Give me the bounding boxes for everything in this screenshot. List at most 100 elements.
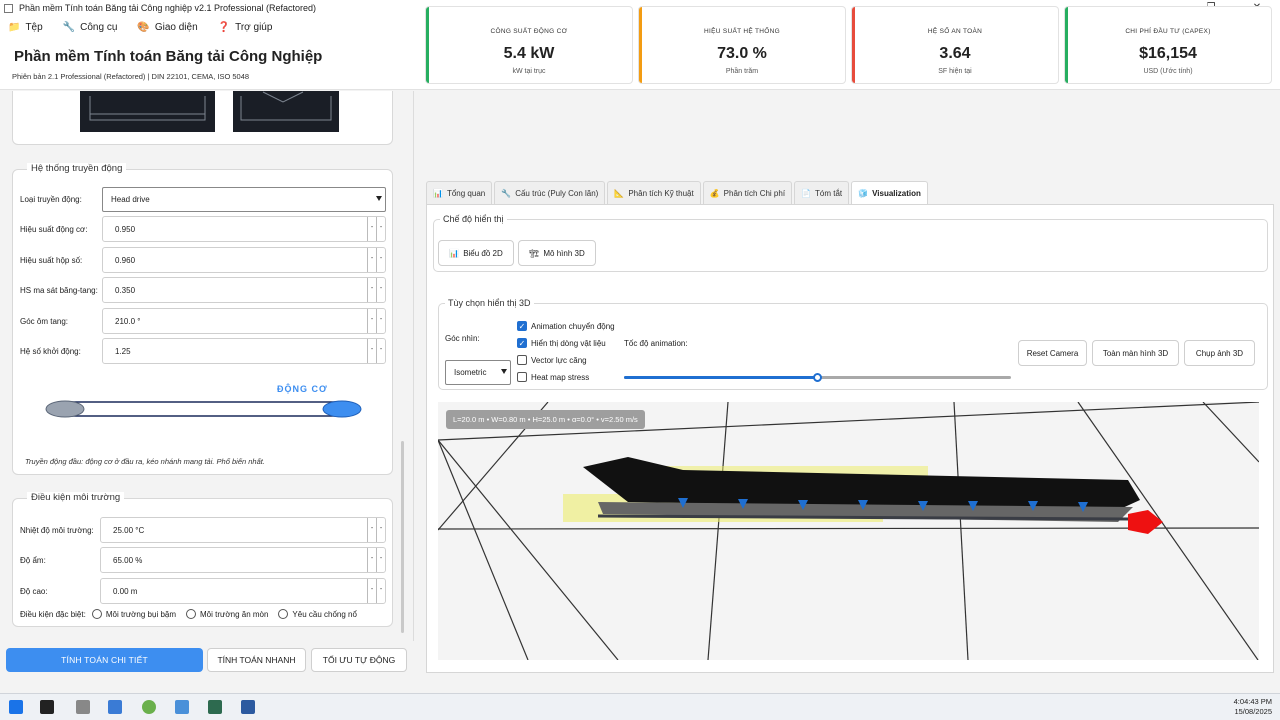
start-factor-input[interactable]: 1.25 - - xyxy=(102,338,386,364)
menu-label: Công cụ xyxy=(80,21,118,33)
visualization-panel: Chế độ hiển thị 📊 Biểu đồ 2D 🏗 Mô hình 3D … xyxy=(426,204,1274,673)
start-icon[interactable] xyxy=(9,700,23,714)
checkbox-box[interactable] xyxy=(278,609,289,619)
humidity-input[interactable]: 65.00 % - - xyxy=(100,547,386,573)
palette-icon: 🎨 xyxy=(137,21,150,33)
checkbox-box[interactable] xyxy=(186,609,197,619)
tab-visualization[interactable]: 🧊 Visualization xyxy=(851,181,928,204)
field-row: Độ ẩm: 65.00 % - - xyxy=(20,547,386,573)
snapshot-3d-button[interactable]: Chụp ảnh 3D xyxy=(1184,340,1255,366)
checkbox-box[interactable] xyxy=(91,609,102,619)
increment-button[interactable]: - xyxy=(376,518,385,542)
increment-button[interactable]: - xyxy=(376,217,385,241)
field-row: Nhiệt độ môi trường: 25.00 °C - - xyxy=(20,517,386,543)
tab-summary[interactable]: 📄 Tóm tắt xyxy=(794,181,850,204)
button-label: Mô hình 3D xyxy=(543,248,585,258)
card-value: 3.64 xyxy=(939,45,971,62)
friction-coefficient-input[interactable]: 0.350 - - xyxy=(102,277,386,303)
field-row: Hiệu suất hộp số: 0.960 - - xyxy=(20,247,386,273)
decrement-button[interactable]: - xyxy=(367,339,376,363)
card-accent xyxy=(639,7,642,83)
checkbox-box[interactable] xyxy=(517,372,527,382)
belt-structure xyxy=(583,457,1140,522)
increment-button[interactable]: - xyxy=(376,248,385,272)
card-accent xyxy=(426,7,429,83)
scene-3d-viewport[interactable]: L=20.0 m • W=0.80 m • H=25.0 m • α=0.0° … xyxy=(438,402,1259,660)
task-view-icon[interactable] xyxy=(40,700,54,714)
corrosive-checkbox[interactable]: Môi trường ăn mòn xyxy=(186,609,268,619)
tab-overview[interactable]: 📊 Tổng quan xyxy=(426,181,493,204)
terminal-icon[interactable] xyxy=(208,700,222,714)
temperature-input[interactable]: 25.00 °C - - xyxy=(100,517,386,543)
chevron-down-icon xyxy=(376,195,382,201)
increment-button[interactable]: - xyxy=(376,339,385,363)
tab-cost[interactable]: 💰 Phân tích Chi phí xyxy=(702,181,793,204)
checkbox-box[interactable] xyxy=(517,355,527,365)
checkbox-label: Vector lực căng xyxy=(531,355,587,365)
help-icon: ❓ xyxy=(217,21,231,33)
heatmap-checkbox[interactable]: Heat map stress xyxy=(517,372,589,382)
conveyor-3d-model xyxy=(438,402,1259,660)
reset-camera-button[interactable]: Reset Camera xyxy=(1018,340,1087,366)
drive-type-select[interactable]: Head drive xyxy=(102,186,386,212)
left-scrollbar[interactable] xyxy=(401,441,404,633)
app-icon[interactable] xyxy=(108,700,122,714)
group-title: Tùy chọn hiển thị 3D xyxy=(445,298,534,308)
dusty-checkbox[interactable]: Môi trường bụi bặm xyxy=(91,609,176,619)
menu-help[interactable]: ❓ Trợ giúp xyxy=(218,22,273,33)
checkbox-label: Animation chuyển động xyxy=(531,321,615,331)
editor-icon[interactable] xyxy=(175,700,189,714)
detail-calc-button[interactable]: TÍNH TOÁN CHI TIẾT xyxy=(6,648,203,672)
structure-diagram-group xyxy=(12,91,393,145)
auto-optimize-button[interactable]: TỐI ƯU TỰ ĐỘNG xyxy=(311,648,407,672)
conveyor-app-icon[interactable] xyxy=(241,700,255,714)
chart-2d-button[interactable]: 📊 Biểu đồ 2D xyxy=(438,240,514,266)
increment-button[interactable]: - xyxy=(376,548,385,572)
check-icon[interactable]: ✓ xyxy=(517,321,527,331)
tab-technical[interactable]: 📐 Phân tích Kỹ thuật xyxy=(607,181,701,204)
page-subtitle: Phiên bản 2.1 Professional (Refactored) … xyxy=(12,72,250,81)
decrement-button[interactable]: - xyxy=(367,548,376,572)
decrement-button[interactable]: - xyxy=(367,579,376,603)
view-angle-select[interactable]: Isometric xyxy=(445,360,511,385)
money-bag-icon: 💰 xyxy=(709,188,720,198)
altitude-input[interactable]: 0.00 m -- xyxy=(100,578,386,604)
menu-appearance[interactable]: 🎨 Giao diện xyxy=(137,22,197,33)
input-value: 0.950 xyxy=(115,224,136,234)
decrement-button[interactable]: - xyxy=(367,248,376,272)
model-3d-button[interactable]: 🏗 Mô hình 3D xyxy=(518,240,596,266)
file-icon[interactable] xyxy=(76,700,90,714)
wrap-angle-input[interactable]: 210.0 ° - - xyxy=(102,308,386,334)
menu-file[interactable]: 📁 Tệp xyxy=(8,22,43,33)
decrement-button[interactable]: - xyxy=(367,309,376,333)
field-label: Độ cao: xyxy=(20,586,48,596)
motor-label: ĐỘNG CƠ xyxy=(277,384,328,394)
increment-button[interactable]: - xyxy=(376,579,385,603)
increment-button[interactable]: - xyxy=(376,309,385,333)
motor-efficiency-input[interactable]: 0.950 - - xyxy=(102,216,386,242)
fullscreen-3d-button[interactable]: Toàn màn hình 3D xyxy=(1092,340,1179,366)
decrement-button[interactable]: - xyxy=(367,518,376,542)
input-value: 65.00 % xyxy=(113,555,143,565)
slider-thumb[interactable] xyxy=(812,373,822,382)
speed-slider[interactable] xyxy=(624,373,1011,382)
quick-calc-button[interactable]: TÍNH TOÁN NHANH xyxy=(207,648,306,672)
browser-icon[interactable] xyxy=(142,700,156,714)
decrement-button[interactable]: - xyxy=(367,278,376,302)
drive-note: Truyền động đầu: động cơ ở đầu ra, kéo n… xyxy=(25,457,265,466)
decrement-button[interactable]: - xyxy=(367,217,376,241)
card-title: HIỆU SUẤT HỆ THỐNG xyxy=(704,28,780,35)
gearbox-efficiency-input[interactable]: 0.960 - - xyxy=(102,247,386,273)
tension-vector-checkbox[interactable]: Vector lực căng xyxy=(517,355,587,365)
check-icon[interactable]: ✓ xyxy=(517,338,527,348)
field-label: Hiệu suất động cơ: xyxy=(20,224,88,234)
material-flow-checkbox[interactable]: ✓ Hiển thị dòng vật liệu xyxy=(517,338,606,348)
checkbox-label: Heat map stress xyxy=(531,372,590,382)
menu-tools[interactable]: 🔧 Công cụ xyxy=(63,22,118,33)
diagram-preview-left xyxy=(80,91,215,132)
tab-structure[interactable]: 🔧 Cấu trúc (Puly Con lăn) xyxy=(494,181,606,204)
scene-info-badge: L=20.0 m • W=0.80 m • H=25.0 m • α=0.0° … xyxy=(446,410,645,429)
animation-checkbox[interactable]: ✓ Animation chuyển động xyxy=(517,321,615,331)
increment-button[interactable]: - xyxy=(376,278,385,302)
explosion-proof-checkbox[interactable]: Yêu cầu chống nổ xyxy=(278,609,357,619)
